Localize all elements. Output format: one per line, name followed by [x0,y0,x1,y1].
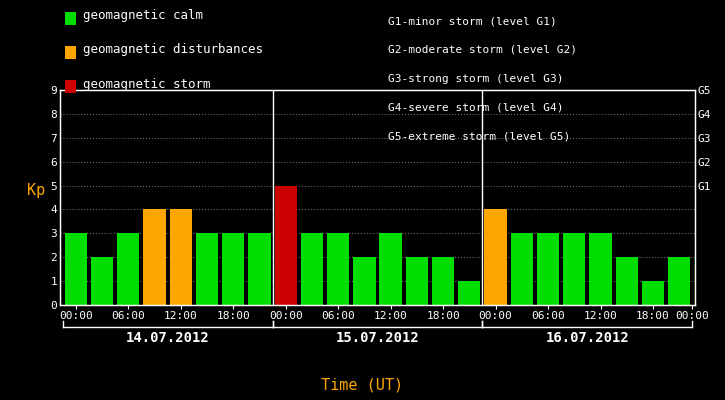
Bar [379,233,402,305]
Bar [327,233,349,305]
Bar [91,257,113,305]
Bar [537,233,559,305]
Text: G4-severe storm (level G4): G4-severe storm (level G4) [388,102,563,112]
Bar [432,257,455,305]
Bar [65,233,87,305]
Text: geomagnetic storm: geomagnetic storm [83,78,211,90]
Text: G3-strong storm (level G3): G3-strong storm (level G3) [388,74,563,84]
Bar [353,257,376,305]
Bar [144,210,165,305]
Bar [406,257,428,305]
Text: Time (UT): Time (UT) [321,377,404,392]
Bar [196,233,218,305]
Text: G5-extreme storm (level G5): G5-extreme storm (level G5) [388,131,570,141]
Bar [222,233,244,305]
Text: 16.07.2012: 16.07.2012 [545,331,629,345]
Text: geomagnetic calm: geomagnetic calm [83,10,204,22]
Bar [275,186,297,305]
Bar [563,233,586,305]
Text: 15.07.2012: 15.07.2012 [336,331,419,345]
Bar [484,210,507,305]
Bar [248,233,270,305]
Bar [458,281,481,305]
Bar [668,257,690,305]
Y-axis label: Kp: Kp [28,182,46,198]
Text: G2-moderate storm (level G2): G2-moderate storm (level G2) [388,45,577,55]
Bar [616,257,638,305]
Bar [510,233,533,305]
Bar [170,210,192,305]
Text: 14.07.2012: 14.07.2012 [125,331,210,345]
Bar [589,233,612,305]
Bar [117,233,139,305]
Text: geomagnetic disturbances: geomagnetic disturbances [83,44,263,56]
Bar [301,233,323,305]
Bar [642,281,664,305]
Text: G1-minor storm (level G1): G1-minor storm (level G1) [388,16,557,26]
